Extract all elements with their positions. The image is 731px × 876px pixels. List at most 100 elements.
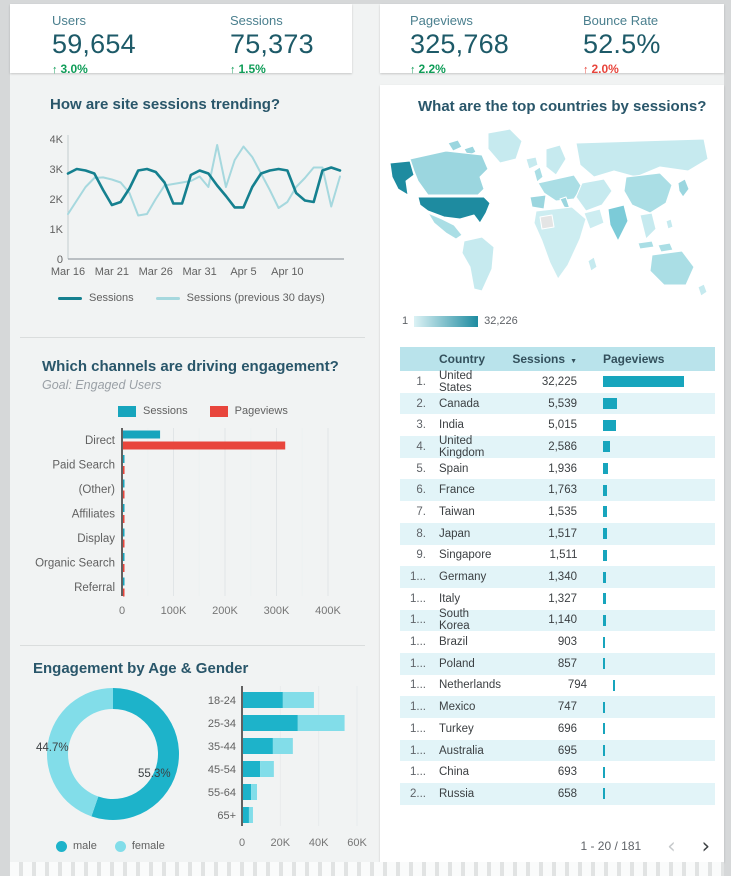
map-alaska[interactable] [389,160,415,196]
table-row[interactable]: 1... Italy 1,327 [400,588,715,610]
map-japan[interactable] [677,178,690,198]
gender-donut-chart[interactable] [18,680,203,835]
sessions-trend-line-chart[interactable]: 0 1K 2K 3K 4K Mar 16 Mar 21 Mar 26 Mar 31 Apr 5 Ap… [50,128,350,288]
previous-page-icon[interactable]: ‹ [667,834,676,858]
age-gender-title: Engagement by Age & Gender [33,660,249,677]
pageviews-column-header[interactable]: Pageviews [603,352,665,366]
map-philippines[interactable] [665,218,674,230]
svg-text:65+: 65+ [217,810,236,822]
channels-bar-chart[interactable]: Direct Paid Search (Other) Affiliates Displa… [25,424,373,624]
table-row[interactable]: 2... Russia 658 [400,783,715,805]
table-row[interactable]: 4. United Kingdom 2,586 [400,434,715,459]
kpi-bounce-rate: Bounce Rate 52.5% ↑ 2.0% [583,13,661,76]
pageviews-bar [603,398,617,410]
table-cell: 5. [416,462,426,475]
table-row[interactable]: 1... Mexico 747 [400,696,715,718]
svg-text:Mar 26: Mar 26 [139,266,173,278]
svg-text:0: 0 [119,605,125,617]
svg-text:0: 0 [239,837,245,849]
donut-slice-female[interactable] [47,688,113,817]
table-row[interactable]: 9. Singapore 1,511 [400,545,715,567]
table-cell: 2. [416,397,426,410]
table-row[interactable]: 1... China 693 [400,761,715,783]
table-row[interactable]: 1... Australia 695 [400,739,715,762]
map-arctic-island[interactable] [447,139,463,152]
pageviews-bar [603,636,606,648]
arrow-up-icon: ↑ [230,64,236,76]
table-cell: Japan [439,527,471,540]
table-row[interactable]: 1... Brazil 903 [400,631,715,653]
table-cell: France [439,484,475,497]
table-row[interactable]: 7. Taiwan 1,535 [400,501,715,523]
map-spain[interactable] [529,194,547,210]
table-row[interactable]: 1. United States 32,225 [400,370,715,394]
map-europe[interactable] [537,174,583,202]
map-southeast-asia[interactable] [639,212,657,240]
svg-text:25-34: 25-34 [208,718,236,730]
table-row[interactable]: 5. Spain 1,936 [400,458,715,480]
table-cell: 1... [410,614,426,627]
map-no-data-region[interactable] [539,214,555,230]
sessions-column-header[interactable]: Sessions ▼ [512,352,577,366]
svg-text:45-54: 45-54 [208,764,236,776]
table-row[interactable]: 8. Japan 1,517 [400,522,715,545]
section-divider [20,337,365,338]
svg-text:300K: 300K [264,605,290,617]
table-cell: Italy [439,592,461,605]
table-cell: 1... [410,722,426,735]
table-row[interactable]: 6. France 1,763 [400,479,715,502]
age-stacked-bar-chart[interactable]: 18-24 25-34 35-44 45-54 55-64 65+ 0 20K 40K 60K [200,680,372,858]
map-indonesia[interactable] [637,240,655,250]
svg-text:18-24: 18-24 [208,695,236,707]
table-cell: China [439,766,470,779]
map-united-states[interactable] [417,196,491,224]
svg-text:200K: 200K [212,605,238,617]
pageviews-bar [603,745,605,757]
map-india[interactable] [607,204,629,242]
kpi-users-label: Users [52,13,86,28]
map-iceland[interactable] [525,156,539,170]
donut-slice-male[interactable] [91,688,180,820]
map-middle-east[interactable] [583,208,605,230]
map-united-kingdom[interactable] [533,166,544,183]
table-row[interactable]: 1... Poland 857 [400,652,715,675]
table-cell: 1,327 [548,592,577,605]
pageviews-bar [603,658,606,670]
table-row[interactable]: 1... Germany 1,340 [400,566,715,588]
male-swatch [56,840,67,852]
channels-chart-subtitle: Goal: Engaged Users [42,378,162,392]
svg-text:Mar 16: Mar 16 [51,266,85,278]
map-russia[interactable] [575,138,709,178]
map-central-asia[interactable] [575,178,613,212]
sessions-swatch [118,405,136,417]
map-new-zealand[interactable] [697,283,708,297]
map-australia[interactable] [649,250,695,286]
table-cell: 1... [410,636,426,649]
map-china[interactable] [623,172,673,214]
world-choropleth-map[interactable] [388,125,718,307]
map-scandinavia[interactable] [545,144,567,176]
table-row[interactable]: 2. Canada 5,539 [400,392,715,415]
female-swatch [114,840,126,852]
svg-text:1K: 1K [50,224,64,236]
map-mexico[interactable] [427,212,463,240]
map-madagascar[interactable] [587,256,598,272]
map-canada[interactable] [409,150,489,196]
table-row[interactable]: 1... South Korea 1,140 [400,608,715,632]
svg-text:100K: 100K [161,605,187,617]
table-row[interactable]: 1... Netherlands 794 [400,675,715,697]
next-page-icon[interactable]: › [701,834,710,858]
map-south-america[interactable] [461,236,495,292]
svg-text:Mar 31: Mar 31 [182,266,216,278]
country-column-header[interactable]: Country [439,352,485,366]
table-row[interactable]: 3. India 5,015 [400,414,715,436]
sessions-prev-line-swatch [155,296,180,300]
map-indonesia[interactable] [657,242,674,253]
kpi-pageviews-delta: ↑ 2.2% [410,62,446,76]
table-row[interactable]: 1... Turkey 696 [400,718,715,740]
kpi-bounce-value: 52.5% [583,29,661,59]
svg-text:4K: 4K [50,134,64,146]
table-cell: United Kingdom [439,434,485,459]
kpi-card-right: Pageviews 325,768 ↑ 2.2% Bounce Rate 52.5… [380,4,724,76]
map-greenland[interactable] [487,128,523,164]
